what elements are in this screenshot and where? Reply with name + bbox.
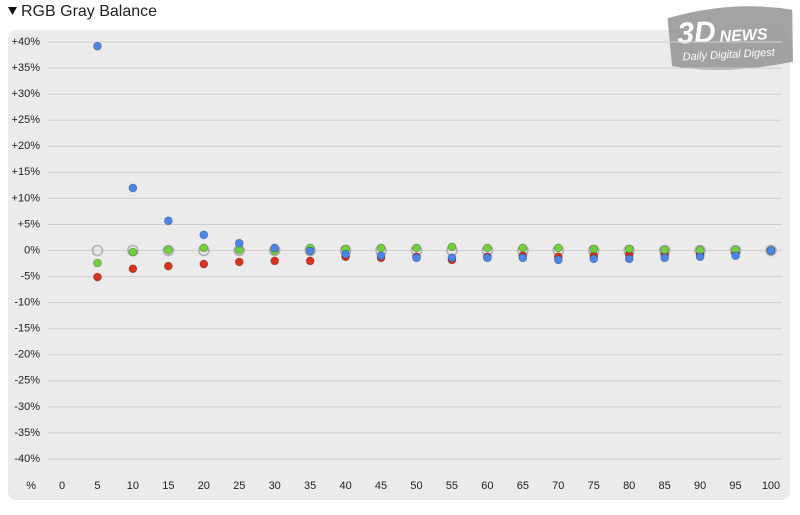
x-tick-label: 80: [623, 480, 635, 492]
y-tick-label: -15%: [14, 323, 40, 335]
plot-panel: [8, 30, 790, 500]
watermark-tagline: Daily Digital Digest: [682, 47, 776, 64]
point: [695, 252, 705, 262]
point: [305, 256, 315, 266]
point: [660, 253, 669, 263]
point: [483, 243, 492, 253]
x-tick-label: 30: [269, 480, 281, 492]
point: [518, 243, 528, 253]
watermark-bg: [667, 6, 793, 70]
point: [164, 216, 173, 226]
point: [128, 183, 138, 193]
y-tick-label: -5%: [20, 270, 40, 282]
point: [376, 243, 386, 253]
point: [164, 245, 173, 255]
point: [447, 242, 457, 252]
point: [447, 253, 457, 263]
y-tick-label: -35%: [14, 427, 40, 439]
point: [624, 244, 634, 254]
point: [234, 238, 244, 248]
point: [483, 253, 492, 263]
y-tick-label: -25%: [14, 375, 40, 387]
disclosure-triangle[interactable]: [8, 7, 17, 15]
y-tick-label: +5%: [18, 218, 41, 230]
point: [199, 259, 209, 269]
point: [305, 246, 315, 256]
point: [624, 254, 634, 264]
reference-point: [765, 244, 777, 257]
point: [128, 247, 138, 257]
x-tick-label: 5: [94, 480, 100, 492]
point: [93, 272, 102, 282]
x-tick-label: 20: [198, 480, 210, 492]
x-tick-label: 60: [481, 480, 493, 492]
x-tick-label: 25: [233, 480, 245, 492]
watermark-3d: 3D: [677, 16, 717, 51]
y-tick-label: +20%: [12, 140, 41, 152]
point: [553, 255, 563, 265]
x-tick-label: 95: [729, 480, 741, 492]
y-tick-label: -40%: [14, 453, 40, 465]
point: [93, 258, 102, 268]
point: [731, 251, 740, 261]
y-tick-label: 0%: [24, 244, 40, 256]
x-tick-label: 90: [694, 480, 706, 492]
y-tick-label: +15%: [12, 166, 41, 178]
chart-title: RGB Gray Balance: [21, 3, 157, 20]
x-tick-label: 15: [162, 480, 174, 492]
point: [412, 253, 421, 263]
reference-point: [162, 244, 175, 257]
point: [93, 41, 102, 51]
point: [270, 256, 280, 266]
point: [234, 257, 244, 267]
x-tick-label: 65: [517, 480, 529, 492]
point: [199, 243, 209, 253]
y-tick-label: -10%: [14, 297, 40, 309]
y-tick-label: -20%: [14, 349, 40, 361]
point: [376, 251, 386, 261]
y-tick-label: +10%: [12, 192, 41, 204]
point: [553, 243, 563, 253]
point: [128, 264, 138, 274]
point: [589, 254, 599, 264]
point: [412, 243, 421, 253]
watermark-news: NEWS: [719, 26, 768, 46]
x-tick-label: 55: [446, 480, 458, 492]
x-tick-label: 75: [588, 480, 600, 492]
y-tick-label: -30%: [14, 401, 40, 413]
x-tick-label: 40: [339, 480, 351, 492]
point: [766, 246, 776, 255]
point: [589, 244, 599, 254]
x-tick-label: 50: [410, 480, 422, 492]
y-tick-label: +35%: [12, 62, 41, 74]
x-tick-label: 35: [304, 480, 316, 492]
point: [164, 261, 173, 271]
y-tick-label: +40%: [12, 36, 41, 48]
point: [660, 245, 669, 255]
x-tick-label: 70: [552, 480, 564, 492]
y-tick-label: +25%: [12, 114, 41, 126]
point: [518, 253, 528, 263]
reference-point: [91, 244, 104, 257]
point: [270, 243, 280, 253]
x-tick-label: 100: [762, 480, 780, 492]
x-tick-label: 85: [659, 480, 671, 492]
point: [341, 249, 350, 259]
x-axis-label: %: [26, 480, 36, 492]
watermark: 3D NEWS Daily Digital Digest: [667, 6, 793, 70]
x-tick-label: 10: [127, 480, 139, 492]
x-tick-label: 0: [59, 480, 65, 492]
y-tick-label: +30%: [12, 88, 41, 100]
x-tick-label: 45: [375, 480, 387, 492]
point: [199, 230, 209, 240]
